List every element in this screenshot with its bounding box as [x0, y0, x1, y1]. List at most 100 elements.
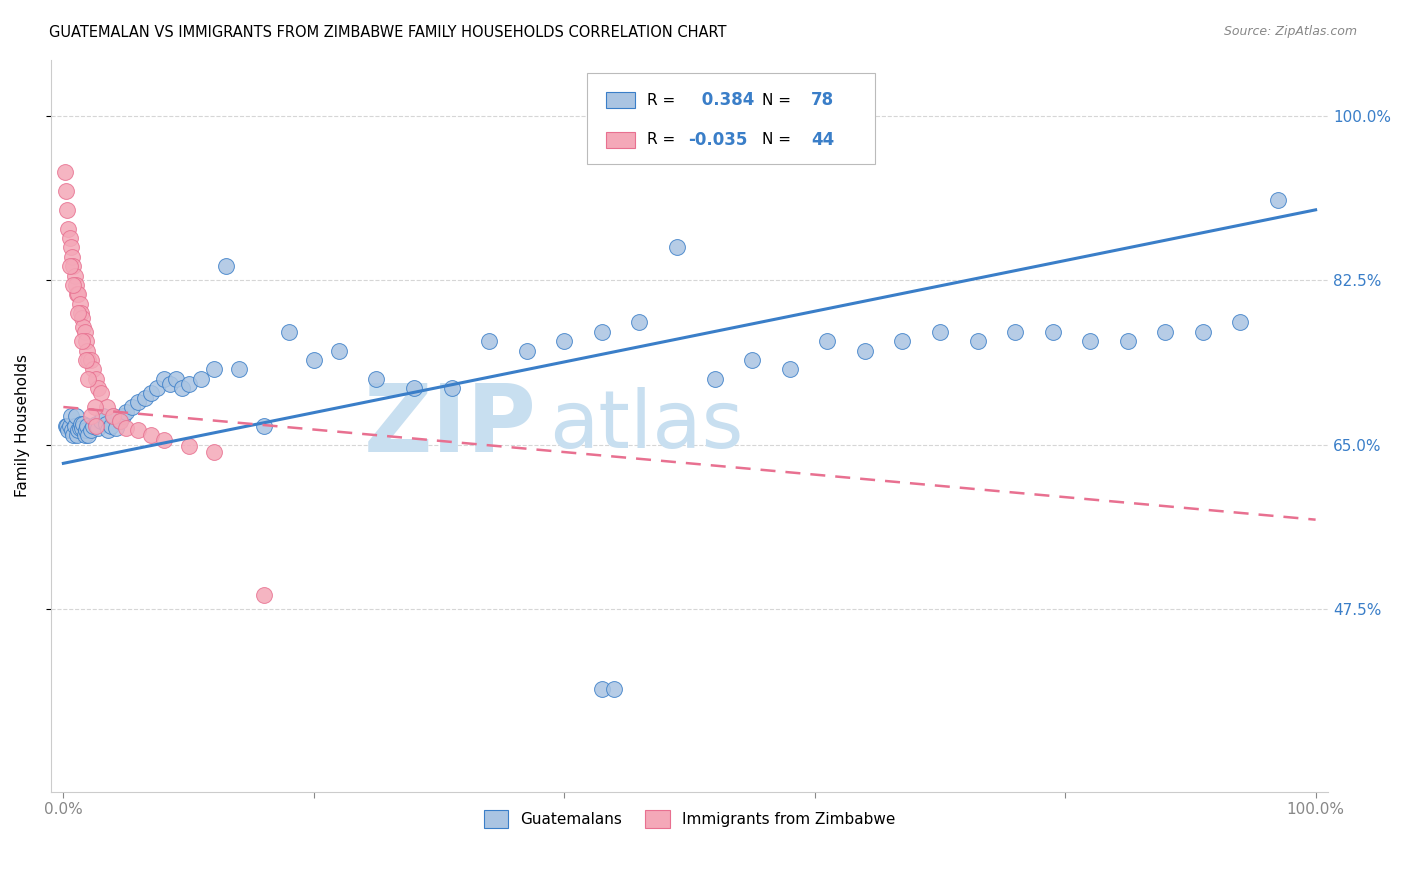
Text: ZIP: ZIP — [363, 380, 536, 472]
Text: 44: 44 — [811, 130, 834, 149]
Point — [62, 259, 84, 273]
Point — [82, 418, 104, 433]
Text: R =: R = — [647, 93, 681, 108]
Point — [76, 418, 98, 433]
Point — [815, 334, 838, 349]
Point — [63, 268, 86, 283]
Point — [58, 424, 80, 438]
Point — [152, 433, 174, 447]
Point — [159, 376, 181, 391]
Point — [69, 420, 91, 434]
Point — [97, 424, 120, 438]
FancyBboxPatch shape — [588, 73, 875, 164]
Point — [328, 343, 350, 358]
Point — [82, 362, 104, 376]
Point — [139, 385, 162, 400]
Point — [59, 418, 82, 433]
Point — [202, 445, 225, 459]
Point — [478, 334, 501, 349]
Point — [1004, 325, 1026, 339]
Point — [56, 418, 79, 433]
Text: atlas: atlas — [548, 387, 744, 465]
Point — [60, 250, 83, 264]
Text: R =: R = — [647, 132, 681, 147]
Point — [84, 372, 107, 386]
Point — [1078, 334, 1101, 349]
Point — [104, 420, 127, 434]
Point — [80, 409, 103, 424]
Point — [62, 428, 84, 442]
Point — [69, 296, 91, 310]
Point — [72, 417, 94, 431]
Point — [440, 381, 463, 395]
Point — [70, 306, 93, 320]
Point — [53, 165, 76, 179]
Point — [94, 417, 117, 431]
Point — [177, 376, 200, 391]
Point — [70, 310, 93, 325]
Point — [62, 277, 84, 292]
Point — [215, 259, 238, 273]
Point — [1116, 334, 1139, 349]
Point — [55, 418, 77, 433]
Point — [93, 409, 115, 424]
Point — [891, 334, 914, 349]
Text: GUATEMALAN VS IMMIGRANTS FROM ZIMBABWE FAMILY HOUSEHOLDS CORRELATION CHART: GUATEMALAN VS IMMIGRANTS FROM ZIMBABWE F… — [49, 25, 727, 40]
Point — [134, 391, 156, 405]
Point — [84, 417, 107, 431]
Point — [72, 320, 94, 334]
Point — [665, 240, 688, 254]
Point — [87, 420, 110, 434]
Legend: Guatemalans, Immigrants from Zimbabwe: Guatemalans, Immigrants from Zimbabwe — [477, 803, 903, 836]
Point — [70, 334, 93, 349]
Point — [66, 287, 89, 301]
Point — [553, 334, 575, 349]
Point — [108, 414, 131, 428]
Point — [84, 418, 107, 433]
Point — [703, 372, 725, 386]
Point — [80, 424, 103, 438]
Text: 78: 78 — [811, 91, 834, 109]
Point — [67, 287, 90, 301]
Point — [115, 420, 138, 434]
Point — [302, 353, 325, 368]
Point — [152, 372, 174, 386]
Point — [103, 409, 125, 424]
Point — [177, 439, 200, 453]
Text: N =: N = — [762, 93, 796, 108]
Point — [55, 184, 77, 198]
Point — [741, 353, 763, 368]
Point — [96, 400, 118, 414]
Point — [77, 428, 100, 442]
Point — [853, 343, 876, 358]
Text: 0.384: 0.384 — [696, 91, 754, 109]
Point — [165, 372, 187, 386]
FancyBboxPatch shape — [606, 92, 634, 108]
FancyBboxPatch shape — [606, 131, 634, 148]
Point — [77, 372, 100, 386]
Point — [929, 325, 952, 339]
Point — [115, 405, 138, 419]
Point — [139, 428, 162, 442]
Point — [70, 417, 93, 431]
Point — [60, 424, 83, 438]
Point — [73, 325, 96, 339]
Point — [83, 400, 105, 414]
Point — [128, 395, 150, 409]
Point — [591, 325, 613, 339]
Point — [1267, 194, 1289, 208]
Point — [75, 353, 97, 368]
Point — [146, 381, 169, 395]
Point — [56, 202, 79, 217]
Point — [65, 277, 87, 292]
Point — [1192, 325, 1215, 339]
Point — [253, 418, 276, 433]
Point — [59, 409, 82, 424]
Point — [80, 353, 103, 368]
Point — [402, 381, 425, 395]
Point — [66, 428, 89, 442]
Point — [1042, 325, 1064, 339]
Point — [112, 409, 135, 424]
Point — [58, 221, 80, 235]
Point — [228, 362, 250, 376]
